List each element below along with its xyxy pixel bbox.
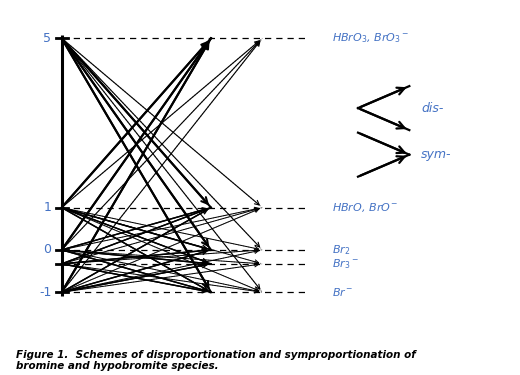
Text: 1: 1	[44, 201, 51, 214]
Text: Br$_3$$^-$: Br$_3$$^-$	[332, 257, 359, 271]
Text: -1: -1	[39, 286, 51, 299]
Text: Br$_2$: Br$_2$	[332, 243, 351, 257]
Text: Br$^-$: Br$^-$	[332, 286, 354, 298]
Text: dis-: dis-	[421, 102, 444, 115]
Text: Figure 1.  Schemes of disproportionation and symproportionation of
bromine and h: Figure 1. Schemes of disproportionation …	[16, 350, 415, 371]
Text: HBrO, BrO$^-$: HBrO, BrO$^-$	[332, 201, 399, 214]
Text: 0: 0	[43, 243, 51, 256]
Text: 5: 5	[43, 32, 51, 45]
Text: sym-: sym-	[421, 148, 451, 161]
Text: HBrO$_3$, BrO$_3$$^-$: HBrO$_3$, BrO$_3$$^-$	[332, 32, 410, 45]
